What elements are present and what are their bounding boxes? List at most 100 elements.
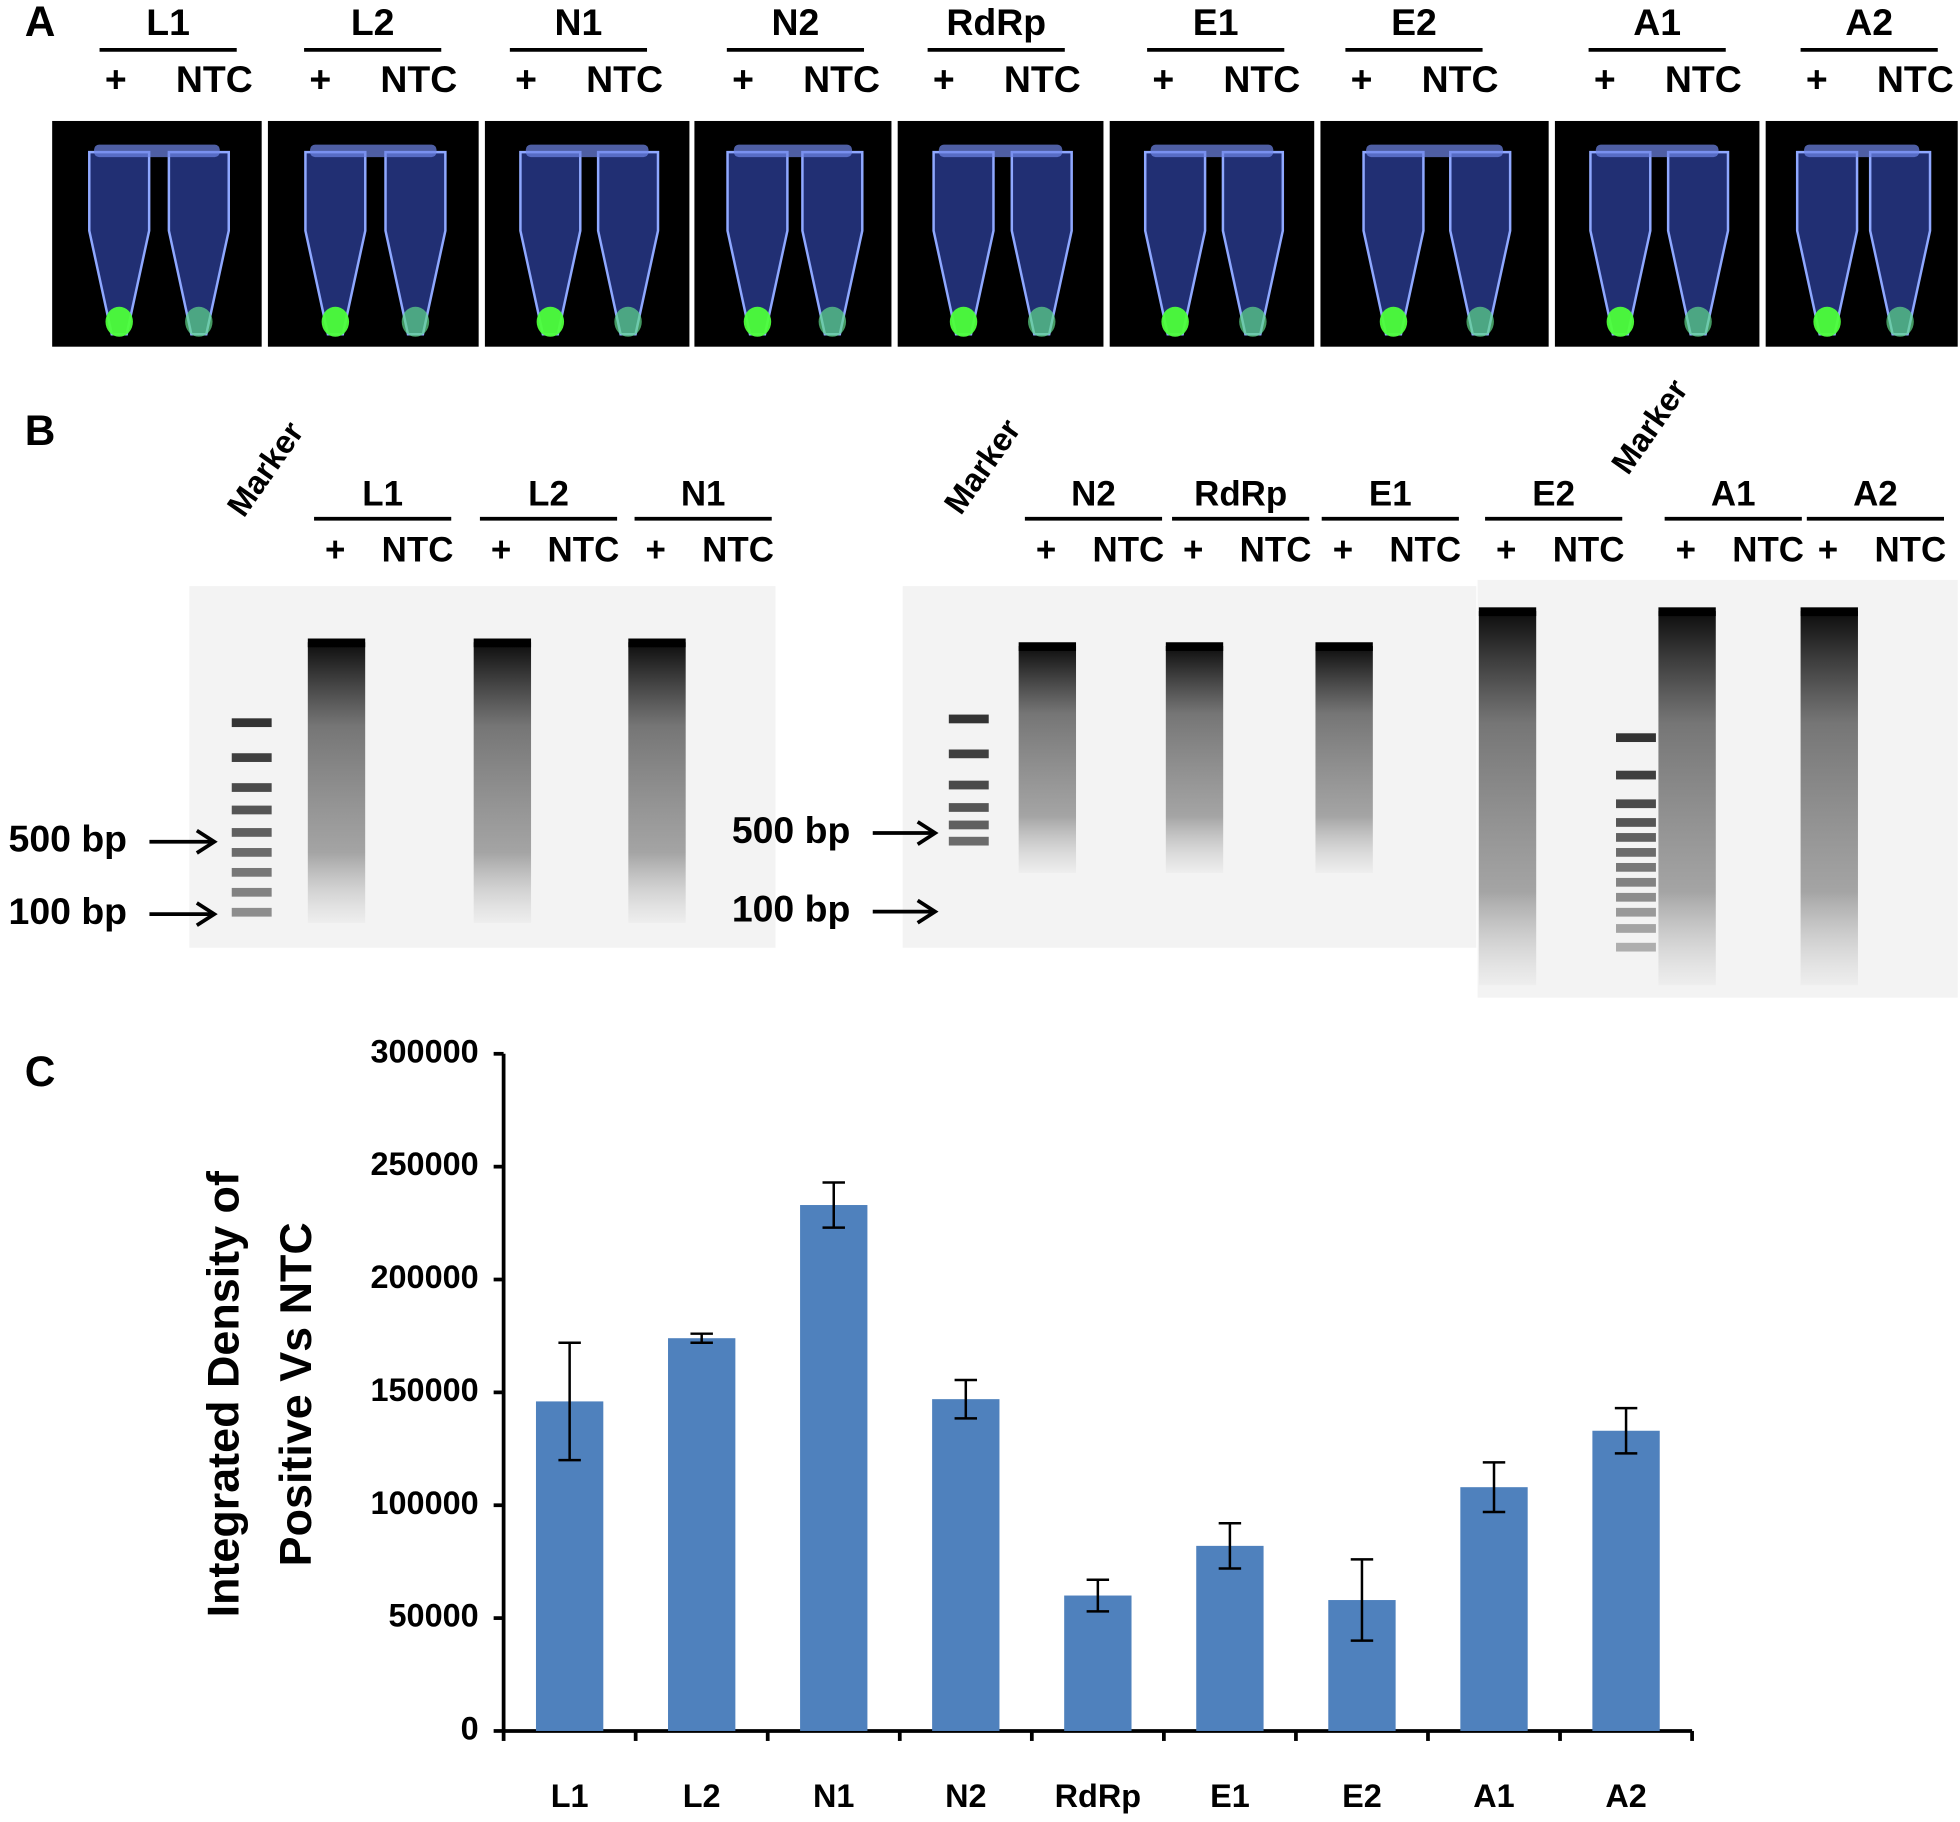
tube-content <box>321 306 350 337</box>
panel-label: A <box>25 0 56 45</box>
tube-content <box>1684 306 1712 337</box>
lane-label: NTC <box>1389 531 1461 570</box>
ladder-band <box>1616 818 1656 827</box>
x-tick-label: E2 <box>1342 1778 1382 1814</box>
tube-content <box>1466 306 1494 337</box>
sample-label: N2 <box>1071 475 1116 514</box>
lane-label: + <box>1036 531 1056 570</box>
gel-smear <box>1478 611 1537 986</box>
sample-label: A1 <box>1711 475 1756 514</box>
lane-label: NTC <box>1093 531 1165 570</box>
sample-label: N1 <box>681 475 726 514</box>
sample-label: E1 <box>1193 1 1239 43</box>
lane-label: + <box>491 531 511 570</box>
sample-label: RdRp <box>1194 475 1287 514</box>
lane-label: NTC <box>1004 58 1081 100</box>
gel-well <box>1658 607 1716 617</box>
ladder-band <box>1616 942 1656 952</box>
ladder-band <box>231 805 272 815</box>
ladder-band <box>948 780 989 790</box>
x-tick-label: A2 <box>1605 1778 1646 1814</box>
ladder-band <box>231 848 272 857</box>
arrow-head <box>916 820 939 846</box>
bar <box>1196 1545 1264 1731</box>
ladder-band <box>948 749 989 759</box>
tube-content <box>1606 306 1635 337</box>
sample-label: A1 <box>1633 1 1681 43</box>
gel-smear <box>473 642 532 923</box>
bar <box>1460 1487 1528 1731</box>
gel-smear <box>1800 611 1858 986</box>
ladder-band <box>231 753 272 762</box>
tube-content <box>949 306 978 337</box>
tube-content <box>614 306 642 337</box>
ladder-band <box>231 907 272 917</box>
gel-well <box>1165 642 1224 651</box>
ladder-band <box>231 887 272 897</box>
tube-cap <box>1366 144 1504 158</box>
lane-label: + <box>646 531 666 570</box>
sample-label: L2 <box>528 475 569 514</box>
arrow-head <box>195 828 218 855</box>
error-bar <box>1350 1558 1374 1642</box>
ladder-band <box>948 836 989 846</box>
tube-cap <box>733 144 853 158</box>
ladder-band <box>231 718 272 728</box>
lane-label: NTC <box>1732 531 1804 570</box>
tube-content <box>185 306 213 337</box>
sample-label: A2 <box>1845 1 1893 43</box>
sample-label: E2 <box>1391 1 1437 43</box>
lane-label: + <box>1496 531 1516 570</box>
tube-content <box>1379 306 1408 337</box>
lane-label: + <box>1351 58 1373 100</box>
error-bar <box>822 1181 845 1229</box>
gel-smear <box>1658 611 1716 986</box>
tube-content <box>818 306 847 337</box>
lane-label: + <box>1594 58 1616 100</box>
tube-cap <box>938 144 1063 158</box>
arrow-head <box>916 898 939 925</box>
size-label: 100 bp <box>9 890 128 932</box>
bar <box>1064 1595 1132 1731</box>
tube-content <box>1886 306 1914 337</box>
size-label: 100 bp <box>732 887 851 929</box>
lane-label: + <box>515 58 537 100</box>
marker-label: Marker <box>220 415 311 523</box>
ladder-band <box>1616 833 1656 842</box>
tube-content <box>105 306 133 337</box>
gel-well <box>1018 642 1077 651</box>
y-tick-label: 200000 <box>371 1259 479 1295</box>
gel-smear <box>1315 645 1373 873</box>
bar <box>1592 1430 1660 1731</box>
ladder-band <box>1616 733 1656 743</box>
ladder-band <box>1616 770 1656 780</box>
tube-content <box>536 306 565 337</box>
lane-label: NTC <box>176 58 253 100</box>
tube-cap <box>1150 144 1274 158</box>
sample-label: L2 <box>351 1 395 43</box>
lane-label: + <box>1676 531 1696 570</box>
x-tick-label: L1 <box>551 1778 589 1814</box>
x-tick-label: L2 <box>683 1778 721 1814</box>
y-tick-label: 0 <box>461 1711 479 1747</box>
gel-well <box>1478 607 1537 617</box>
error-bar <box>1614 1406 1638 1455</box>
lane-label: NTC <box>1665 58 1742 100</box>
ladder-band <box>1616 862 1656 872</box>
error-bar <box>690 1332 713 1344</box>
tube-cap <box>1804 144 1920 158</box>
tube-cap <box>525 144 649 158</box>
arrow-head <box>195 901 218 927</box>
marker-label: Marker <box>1604 372 1695 480</box>
ladder-band <box>231 783 272 792</box>
x-tick-label: A1 <box>1473 1778 1514 1814</box>
lane-label: + <box>309 58 331 100</box>
x-tick-label: RdRp <box>1055 1778 1141 1814</box>
y-tick-label: 150000 <box>371 1372 479 1408</box>
bar <box>668 1338 736 1731</box>
lane-label: NTC <box>1240 531 1312 570</box>
lane-label: NTC <box>380 58 457 100</box>
ladder-band <box>231 828 272 837</box>
gel-well <box>1800 607 1858 617</box>
